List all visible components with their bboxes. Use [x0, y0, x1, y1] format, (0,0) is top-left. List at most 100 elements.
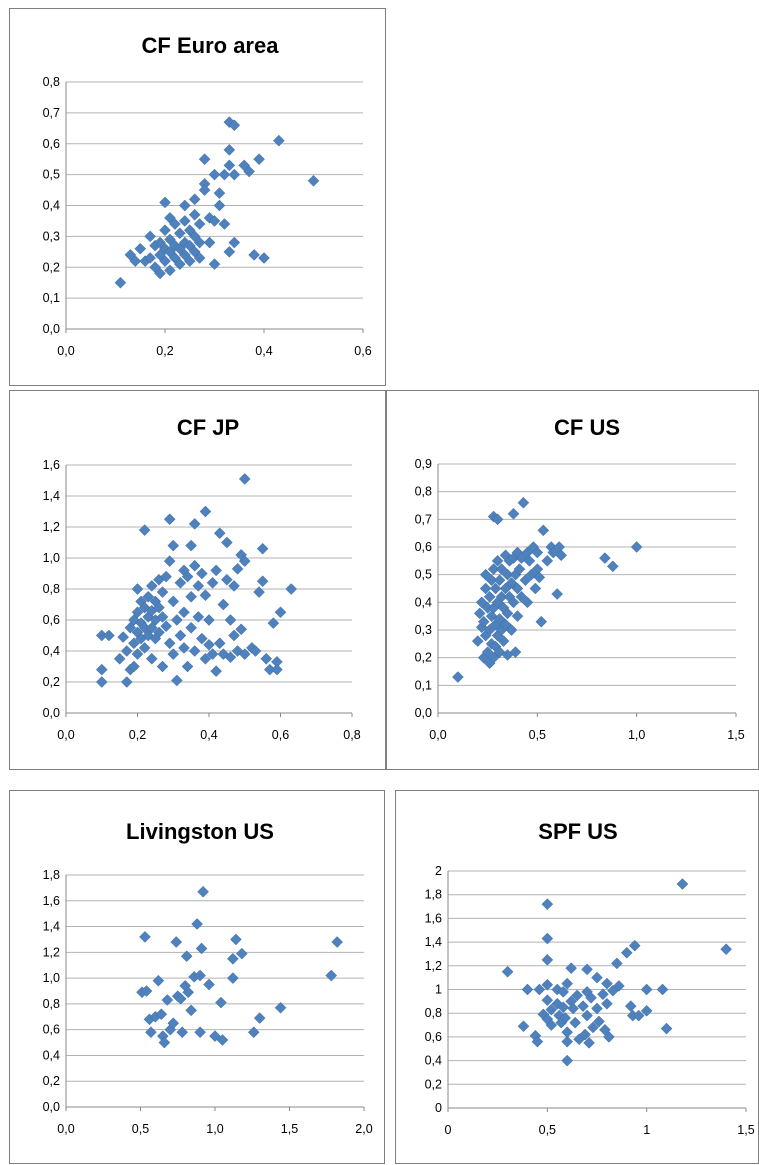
x-tick-label: 1,0 [206, 1122, 223, 1136]
x-tick-label: 1,5 [281, 1122, 298, 1136]
data-point [164, 264, 176, 277]
chart-panel-cf-us: CF US 0,0 0,1 0,2 0,3 0,4 0,5 0,6 0,7 0,8 0,9 0,0 0,… [386, 390, 759, 770]
y-tick-label: 0,6 [415, 540, 432, 554]
data-point [194, 969, 206, 982]
data-point [203, 978, 215, 991]
data-point [128, 637, 140, 650]
data-point [193, 236, 206, 249]
data-point [601, 997, 613, 1010]
data-point [493, 574, 506, 587]
data-point [208, 258, 221, 271]
data-point [519, 574, 532, 587]
data-point [206, 648, 219, 660]
data-point [509, 646, 522, 658]
data-point [159, 224, 171, 237]
chart-title: CF Euro area [142, 33, 280, 58]
data-point [197, 885, 209, 898]
data-point [271, 663, 283, 676]
data-point [131, 583, 144, 595]
data-point [612, 980, 625, 992]
data-point [167, 595, 180, 608]
data-point [557, 986, 570, 998]
y-tick-label: 0,4 [425, 1054, 442, 1068]
chart-panel-cf-jp: CF JP 0,0 0,2 0,4 0,6 0,8 1,0 1,2 1,4 1,6 0,0 0,2 0,… [9, 390, 386, 770]
data-point [208, 168, 221, 181]
data-point [481, 646, 494, 658]
data-point [128, 660, 140, 673]
data-point [195, 942, 208, 955]
y-tick-label: 0,4 [415, 595, 432, 609]
data-point [163, 513, 176, 526]
data-point [224, 614, 237, 626]
data-point [188, 559, 201, 572]
y-tick-label: 1,6 [43, 458, 60, 472]
data-point [195, 567, 208, 580]
y-tick-label: 2 [435, 864, 442, 878]
data-point [258, 252, 270, 264]
data-point [167, 539, 180, 552]
data-point [145, 580, 158, 592]
data-point [517, 1020, 530, 1033]
data-point [501, 965, 514, 978]
x-tick-label: 1,5 [727, 728, 744, 742]
y-tick-label: 0,7 [43, 106, 60, 120]
data-point [531, 1035, 544, 1048]
y-tick-label: 1,8 [43, 868, 60, 882]
data-point [218, 168, 231, 181]
y-tick-label: 0,5 [415, 568, 432, 582]
data-point [223, 144, 236, 156]
data-point [507, 507, 520, 520]
data-point [142, 590, 155, 603]
data-point [228, 119, 241, 132]
data-point [213, 637, 226, 650]
data-point [513, 563, 526, 575]
data-point [213, 187, 226, 200]
y-tick-label: 0,8 [43, 582, 60, 596]
data-point [561, 977, 574, 990]
data-point [139, 931, 151, 943]
x-tick-label: 0,2 [156, 344, 173, 358]
data-point [159, 196, 171, 209]
data-point [140, 985, 153, 997]
data-point [203, 638, 215, 651]
y-tick-label: 1,4 [425, 935, 442, 949]
data-point [505, 577, 518, 589]
data-point [569, 1016, 582, 1029]
y-tick-label: 1,4 [43, 920, 60, 934]
data-point [557, 1001, 570, 1014]
data-point [178, 215, 191, 227]
data-point [181, 660, 194, 673]
data-point [114, 276, 127, 289]
data-point [155, 1008, 168, 1021]
y-tick-label: 0,0 [415, 706, 432, 720]
data-point [185, 539, 197, 552]
data-point [676, 878, 689, 890]
y-tick-label: 1,0 [43, 971, 60, 985]
data-point [479, 568, 492, 581]
x-tick-label: 0,0 [429, 728, 446, 742]
data-point [113, 652, 126, 665]
data-point [541, 554, 554, 567]
data-point [185, 621, 197, 634]
y-tick-label: 0,0 [43, 706, 60, 720]
y-tick-label: 0 [435, 1101, 442, 1115]
data-point [185, 590, 197, 603]
x-tick-label: 0,2 [129, 728, 146, 742]
chart-title: CF US [554, 415, 620, 440]
data-point [507, 596, 520, 609]
data-point [567, 1002, 580, 1015]
x-tick-label: 0 [445, 1123, 452, 1137]
data-point [213, 527, 226, 540]
y-tick-label: 0,7 [415, 512, 432, 526]
x-tick-label: 0,8 [343, 728, 360, 742]
data-point [285, 583, 298, 595]
data-point [601, 977, 613, 990]
data-point [272, 134, 285, 147]
data-point [493, 613, 506, 625]
y-tick-label: 1,2 [43, 520, 60, 534]
x-tick-label: 0,6 [354, 344, 371, 358]
data-point [178, 199, 191, 212]
scatter-chart-cf-us: CF US 0,0 0,1 0,2 0,3 0,4 0,5 0,6 0,7 0,8 0,9 0,0 0,… [415, 415, 745, 742]
data-point [193, 252, 206, 264]
data-point [180, 950, 193, 963]
